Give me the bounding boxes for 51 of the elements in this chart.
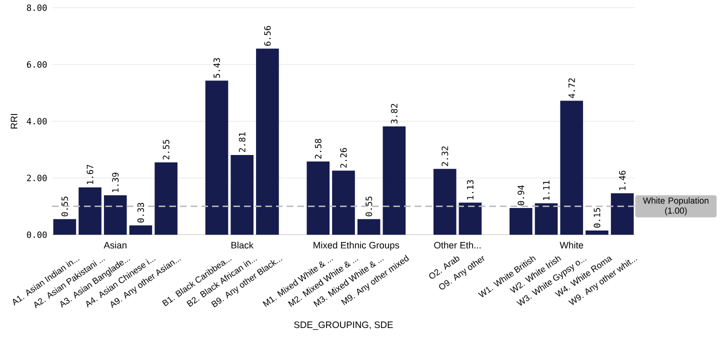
bar <box>534 203 558 235</box>
data-label: 2.58 <box>314 139 322 159</box>
data-label: 1.39 <box>112 172 119 192</box>
bar <box>256 48 279 235</box>
bar <box>357 219 380 235</box>
bar <box>586 230 608 235</box>
y-tick-label: 2.00 <box>27 174 47 182</box>
bar <box>510 208 532 235</box>
data-label: 0.15 <box>594 208 600 228</box>
data-label: 4.72 <box>568 78 575 98</box>
y-tick-label: 0.00 <box>26 232 47 238</box>
bar <box>129 225 152 235</box>
data-label: 0.55 <box>366 196 372 216</box>
y-axis-title: RRI <box>10 114 18 129</box>
data-label: 6.56 <box>264 26 271 46</box>
y-tick-label: 6.00 <box>26 61 47 68</box>
data-label: 3.82 <box>390 104 398 124</box>
text: Mixed Ethnic Groups <box>314 242 400 250</box>
ref-line-label: White Population (1.00) <box>642 197 708 216</box>
y-tick-label: 8.00 <box>26 4 47 12</box>
bar <box>560 100 584 235</box>
y-tick-label: 4.00 <box>26 118 47 125</box>
bar <box>332 170 355 235</box>
data-label: 1.46 <box>619 170 626 190</box>
text: Other Eth... <box>434 242 481 249</box>
data-label: 1.13 <box>466 180 474 200</box>
data-label: 0.33 <box>137 203 144 223</box>
x-axis-title: SDE_GROUPING, SDE <box>294 322 393 330</box>
data-label: 2.32 <box>442 146 448 166</box>
data-label: 5.43 <box>214 58 220 78</box>
bar <box>458 202 482 235</box>
bar <box>433 169 456 235</box>
bar <box>154 162 178 235</box>
bar <box>230 155 254 235</box>
bar <box>78 187 102 235</box>
data-label: 1.11 <box>543 180 550 200</box>
data-label: 0.94 <box>518 185 524 206</box>
bar <box>306 162 330 235</box>
bar <box>610 193 634 235</box>
data-label: 1.67 <box>86 164 94 184</box>
bar <box>104 195 127 235</box>
data-label: 2.55 <box>162 140 170 160</box>
bar <box>205 80 228 235</box>
data-label: 2.81 <box>238 132 246 152</box>
bar <box>53 219 76 235</box>
text: White <box>560 242 584 249</box>
text: Black <box>231 242 254 249</box>
data-label: 2.26 <box>340 148 347 168</box>
data-label: 0.55 <box>61 196 68 216</box>
text: Asian <box>104 242 126 249</box>
bar <box>382 126 406 235</box>
